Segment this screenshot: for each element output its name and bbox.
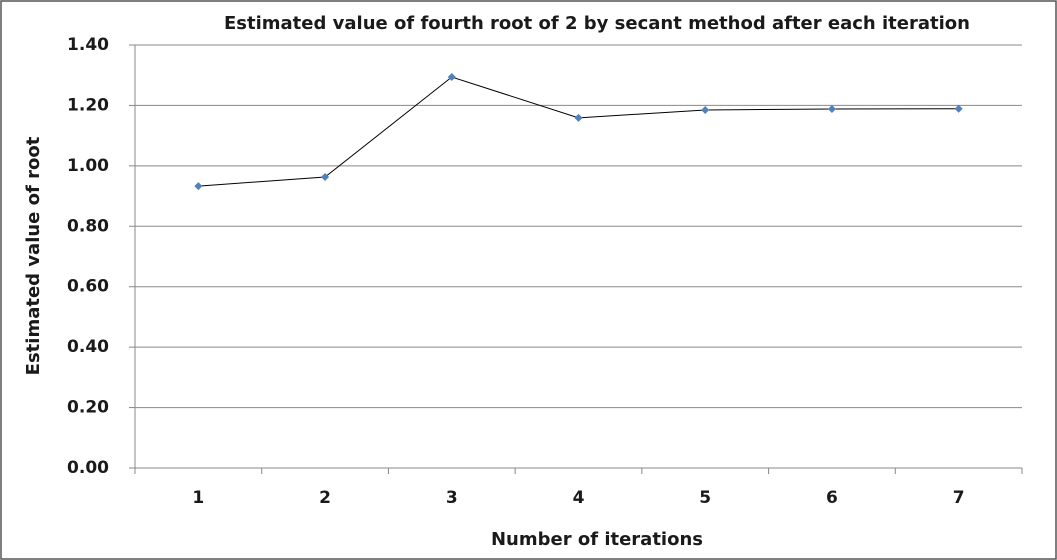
data-point [447, 73, 456, 82]
data-point [954, 104, 963, 113]
x-tick-label: 1 [192, 488, 204, 508]
y-tick-label: 0.20 [67, 398, 109, 418]
x-tick-label: 3 [446, 488, 458, 508]
y-tick-label: 1.00 [67, 156, 109, 176]
x-tick-label: 4 [573, 488, 585, 508]
x-axis-label: Number of iterations [491, 529, 703, 550]
y-tick-label: 0.00 [67, 458, 109, 478]
y-tick-label: 0.40 [67, 337, 109, 357]
x-tick-label: 2 [319, 488, 331, 508]
x-tick-label: 5 [699, 488, 711, 508]
chart-title: Estimated value of fourth root of 2 by s… [224, 13, 970, 34]
y-axis-label: Estimated value of root [23, 136, 44, 375]
data-point [701, 105, 710, 114]
x-tick-label: 6 [826, 488, 838, 508]
data-point [827, 105, 836, 114]
x-tick-label: 7 [953, 488, 965, 508]
data-point [321, 173, 330, 182]
y-tick-label: 0.80 [67, 216, 109, 236]
y-tick-label: 0.60 [67, 277, 109, 297]
y-tick-label: 1.20 [67, 95, 109, 115]
data-point [574, 113, 583, 122]
data-point [194, 182, 203, 191]
y-tick-label: 1.40 [67, 35, 109, 55]
